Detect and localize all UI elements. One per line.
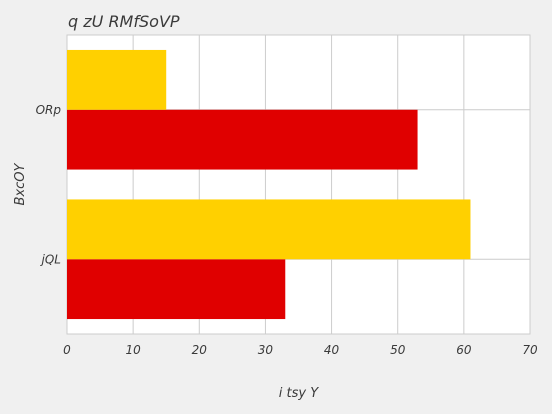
x-tick-label: 20 xyxy=(192,343,208,357)
bar xyxy=(67,259,286,320)
x-tick-label: 30 xyxy=(258,343,274,357)
x-tick-label: 0 xyxy=(63,343,71,357)
x-tick-label: 40 xyxy=(324,343,340,357)
x-tick-label: 70 xyxy=(522,343,538,357)
bars xyxy=(67,49,471,320)
y-tick-labels: jQL ORp xyxy=(36,103,62,267)
bar xyxy=(67,49,167,110)
chart-title: q zU RMfSoVP xyxy=(68,12,180,31)
bar xyxy=(67,109,418,170)
x-tick-label: 50 xyxy=(390,343,406,357)
bar xyxy=(67,199,471,260)
x-axis-label: i tsy Y xyxy=(279,386,319,401)
x-tick-label: 60 xyxy=(456,343,472,357)
x-tick-labels: 0 10 20 30 40 50 60 70 xyxy=(63,343,538,357)
y-axis-label: BxcOY xyxy=(13,162,28,205)
y-tick-label: jQL xyxy=(40,252,61,266)
x-tick-label: 10 xyxy=(126,343,142,357)
y-tick-label: ORp xyxy=(36,103,62,117)
